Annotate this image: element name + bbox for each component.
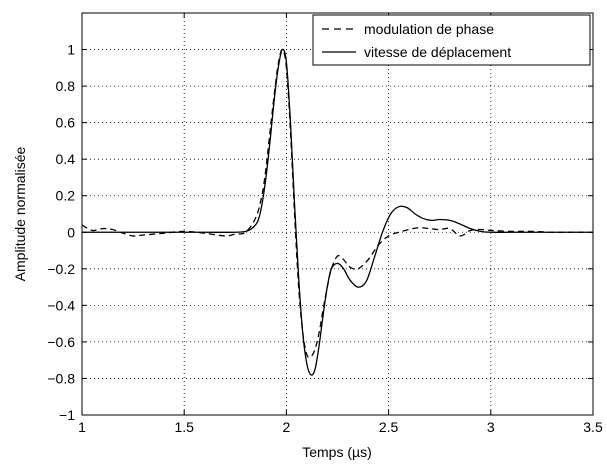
legend-label-modulation-de-phase: modulation de phase [364, 21, 494, 37]
y-tick-label: −0.6 [47, 334, 75, 350]
plot-frame [81, 12, 594, 416]
ticks: 1 1.5 2 2.5 3 3.5 −1 −0.8 −0.6 −0.4 −0.2 0 0.2 0.4 0.6… [47, 13, 603, 435]
series-line-vitesse-de-deplacement [82, 48, 593, 376]
x-tick-label: 1.5 [174, 419, 194, 435]
y-tick-label: 0.4 [56, 151, 76, 167]
grid [82, 13, 593, 416]
x-tick-label: 3 [487, 419, 495, 435]
y-tick-label: 0 [67, 224, 75, 240]
series-group [81, 48, 593, 376]
y-tick-label: 1 [67, 42, 75, 58]
series-line-modulation-de-phase [81, 48, 593, 359]
y-tick-label: −0.8 [47, 370, 75, 386]
y-tick-label: −1 [59, 407, 75, 423]
y-tick-label: 0.2 [56, 188, 76, 204]
x-tick-label: 1 [78, 419, 86, 435]
plot-area [82, 13, 593, 415]
y-tick-label: −0.4 [47, 297, 75, 313]
x-axis-label: Temps (µs) [302, 444, 372, 460]
y-tick-label: −0.2 [47, 261, 75, 277]
y-axis-label: Amplitude normalisée [12, 146, 28, 281]
x-tick-label: 3.5 [583, 419, 603, 435]
legend-box [312, 14, 591, 66]
legend-label-vitesse-de-deplacement: vitesse de déplacement [364, 44, 511, 60]
legend: modulation de phase vitesse de déplaceme… [312, 14, 591, 66]
y-tick-label: 0.6 [56, 115, 76, 131]
x-tick-label: 2.5 [379, 419, 399, 435]
y-tick-label: 0.8 [56, 78, 76, 94]
x-tick-label: 2 [283, 419, 291, 435]
